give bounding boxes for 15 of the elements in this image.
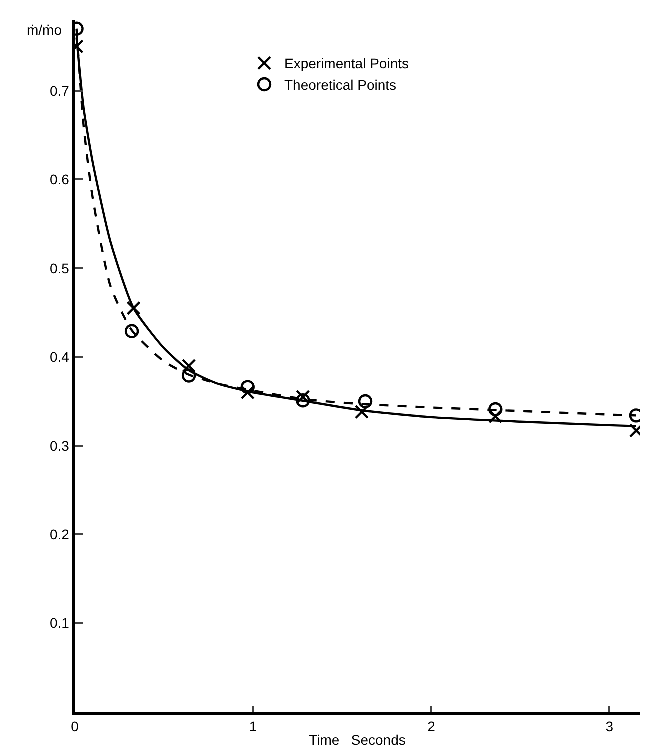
x-tick-label: 2	[428, 718, 436, 735]
y-tick-label: 0.1	[50, 615, 70, 632]
x-tick-label: 0	[71, 718, 80, 735]
y-tick-label: 0.4	[50, 349, 70, 366]
x-axis-title: Time Seconds	[309, 732, 406, 748]
x-tick-label: 3	[606, 718, 614, 735]
legend-label: Theoretical Points	[284, 76, 397, 93]
y-tick-label: 0.2	[50, 526, 70, 542]
y-tick-label: 0.3	[50, 438, 70, 454]
legend-label: Experimental Points	[284, 56, 410, 72]
y-axis-title: ṁ/ṁo	[27, 22, 62, 38]
y-tick-label: 0.5	[50, 260, 70, 276]
x-tick-label: 1	[249, 718, 258, 735]
y-tick-label: 0.7	[50, 82, 70, 99]
y-tick-label: 0.6	[50, 172, 70, 188]
